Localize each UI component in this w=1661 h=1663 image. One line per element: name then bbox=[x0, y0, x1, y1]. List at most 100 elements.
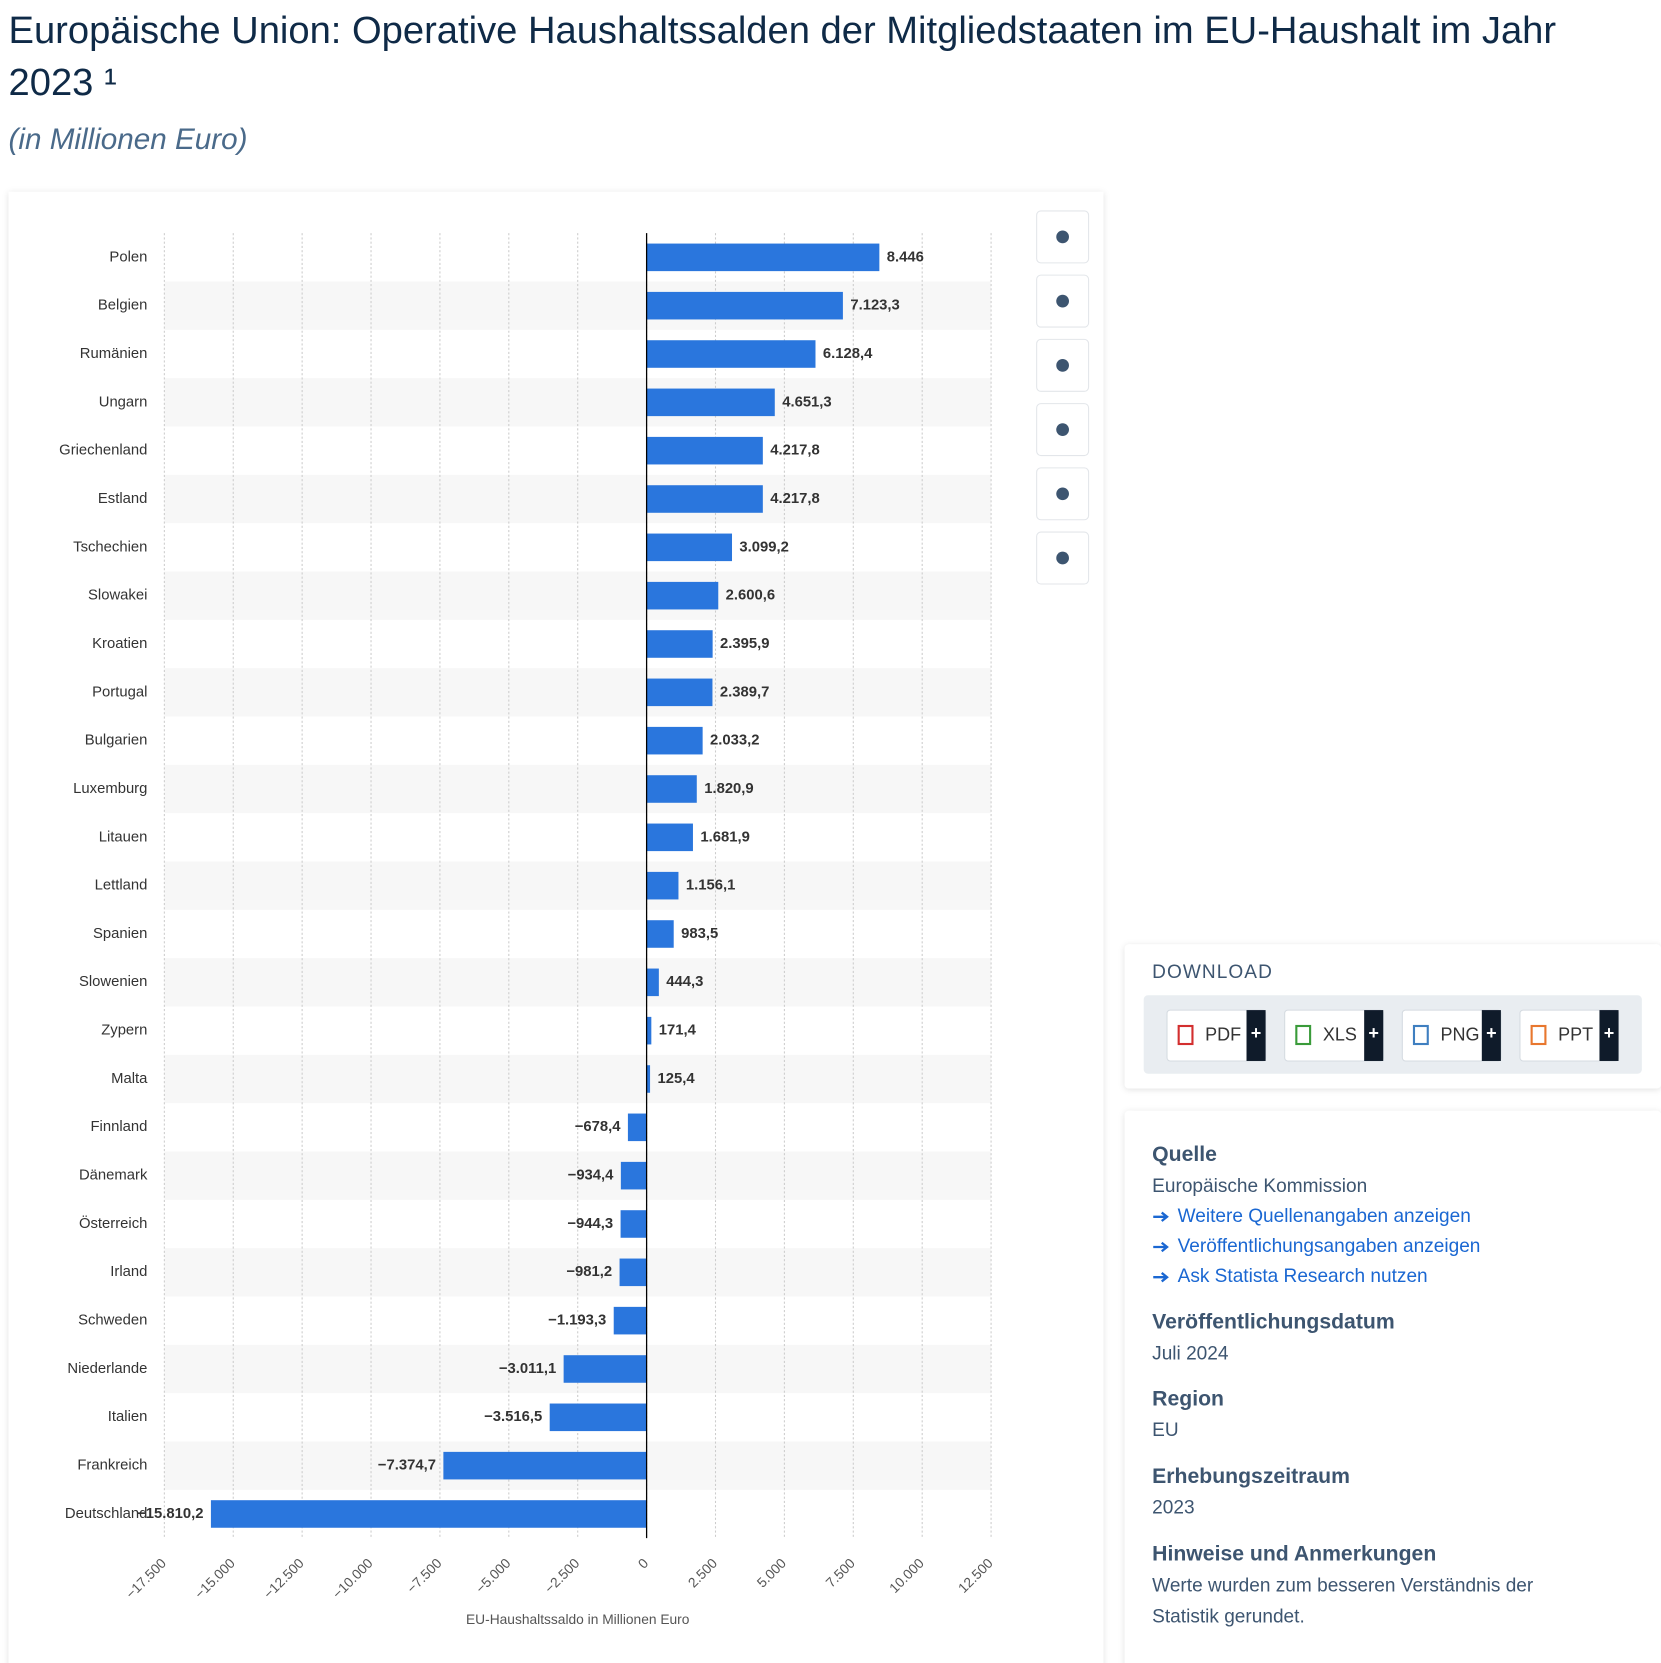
file-icon bbox=[1177, 1024, 1194, 1046]
value-label: 171,4 bbox=[659, 1023, 697, 1039]
value-label: −15.810,2 bbox=[137, 1506, 203, 1522]
info-text: 2023 bbox=[1152, 1497, 1194, 1518]
row-band bbox=[164, 378, 992, 427]
value-label: 2.395,9 bbox=[720, 636, 769, 652]
bar bbox=[646, 630, 713, 658]
download-plus-bg bbox=[1246, 1010, 1266, 1061]
download-label: PDF bbox=[1205, 1024, 1241, 1044]
y-tick-label: Dänemark bbox=[79, 1168, 148, 1184]
bar bbox=[646, 1065, 651, 1093]
bar bbox=[646, 388, 775, 417]
info-text: Statistik gerundet. bbox=[1152, 1606, 1305, 1627]
bar bbox=[646, 340, 816, 368]
value-label: 3.099,2 bbox=[739, 539, 788, 555]
bar bbox=[646, 775, 697, 803]
value-label: 4.217,8 bbox=[770, 443, 819, 459]
y-tick-label: Tschechien bbox=[73, 539, 147, 555]
bar bbox=[646, 678, 713, 707]
subtitle: (in Millionen Euro) bbox=[9, 123, 248, 156]
y-tick-label: Litauen bbox=[99, 829, 148, 845]
y-tick-label: Lettland bbox=[95, 878, 148, 894]
value-label: −3.011,1 bbox=[499, 1361, 556, 1377]
value-label: −1.193,3 bbox=[548, 1313, 606, 1329]
file-icon bbox=[1530, 1024, 1547, 1046]
bar bbox=[646, 920, 674, 948]
value-label: −3.516,5 bbox=[484, 1409, 542, 1425]
value-label: 444,3 bbox=[666, 974, 703, 990]
bar bbox=[210, 1500, 647, 1528]
link-arrow bbox=[1153, 1241, 1169, 1253]
y-tick-label: Slowakei bbox=[88, 588, 147, 604]
y-tick-label: Frankreich bbox=[77, 1458, 147, 1474]
file-icon bbox=[1412, 1024, 1429, 1046]
download-label: PNG bbox=[1440, 1024, 1479, 1044]
value-label: 1.820,9 bbox=[704, 781, 753, 797]
bar bbox=[646, 243, 880, 272]
y-tick-label: Zypern bbox=[101, 1023, 147, 1039]
value-label: 983,5 bbox=[681, 926, 718, 942]
info-text: Werte wurden zum besseren Verständnis de… bbox=[1152, 1576, 1534, 1597]
y-tick-label: Belgien bbox=[98, 298, 147, 314]
value-label: 1.156,1 bbox=[686, 878, 735, 894]
y-tick-label: Italien bbox=[108, 1409, 148, 1425]
row-band bbox=[164, 474, 992, 524]
bar bbox=[620, 1161, 647, 1190]
download-title: DOWNLOAD bbox=[1152, 962, 1273, 983]
bar bbox=[646, 485, 763, 513]
bar bbox=[619, 1258, 647, 1287]
link-arrow bbox=[1153, 1211, 1169, 1222]
y-tick-label: Polen bbox=[109, 249, 147, 265]
info-link[interactable]: Ask Statista Research nutzen bbox=[1178, 1266, 1428, 1287]
y-tick-label: Slowenien bbox=[79, 974, 147, 990]
y-tick-label: Luxemburg bbox=[73, 781, 147, 797]
y-tick-label: Malta bbox=[111, 1071, 148, 1087]
bar bbox=[646, 726, 703, 755]
tool-icon bbox=[1056, 358, 1069, 372]
file-icon bbox=[1295, 1024, 1312, 1046]
download-plus-bg bbox=[1481, 1010, 1501, 1061]
info-heading: Hinweise und Anmerkungen bbox=[1152, 1542, 1436, 1565]
y-tick-label: Estland bbox=[98, 491, 147, 507]
y-tick-label: Deutschland bbox=[65, 1506, 147, 1522]
tool-icon bbox=[1056, 551, 1069, 565]
toolbar bbox=[1036, 210, 1090, 585]
info-text: Juli 2024 bbox=[1152, 1344, 1229, 1365]
download-plus: + bbox=[1486, 1023, 1497, 1043]
row-band bbox=[164, 958, 992, 1007]
bar bbox=[646, 968, 659, 997]
bar bbox=[620, 1210, 647, 1238]
bar bbox=[646, 436, 763, 465]
title: 2023 ¹ bbox=[9, 61, 117, 104]
value-label: 8.446 bbox=[887, 249, 924, 265]
y-tick-label: Schweden bbox=[78, 1313, 147, 1329]
link-arrow bbox=[1153, 1272, 1169, 1283]
y-tick-label: Bulgarien bbox=[85, 733, 148, 749]
tool-icon bbox=[1056, 294, 1069, 308]
bar bbox=[646, 291, 843, 320]
info-link[interactable]: Veröffentlichungsangaben anzeigen bbox=[1178, 1236, 1481, 1257]
info-heading: Veröffentlichungsdatum bbox=[1152, 1310, 1395, 1333]
info-card bbox=[1124, 1110, 1661, 1663]
info-heading: Erhebungszeitraum bbox=[1152, 1465, 1350, 1488]
value-label: 1.681,9 bbox=[700, 829, 749, 845]
row-band bbox=[164, 861, 992, 910]
value-label: 6.128,4 bbox=[823, 346, 873, 362]
value-label: 4.651,3 bbox=[782, 394, 831, 410]
info-link[interactable]: Weitere Quellenangaben anzeigen bbox=[1178, 1206, 1471, 1227]
value-label: −7.374,7 bbox=[378, 1458, 436, 1474]
bar bbox=[613, 1306, 647, 1335]
title: Europäische Union: Operative Haushaltssa… bbox=[9, 9, 1557, 52]
tool-icon bbox=[1056, 487, 1069, 501]
value-label: 2.389,7 bbox=[720, 684, 769, 700]
value-label: −934,4 bbox=[568, 1168, 615, 1184]
bar bbox=[549, 1403, 647, 1432]
download-plus: + bbox=[1604, 1023, 1615, 1043]
info-heading: Region bbox=[1152, 1388, 1224, 1411]
y-tick-label: Finnland bbox=[90, 1119, 147, 1135]
info-heading: Quelle bbox=[1152, 1143, 1217, 1166]
y-tick-label: Spanien bbox=[93, 926, 147, 942]
tool-icon bbox=[1056, 423, 1069, 436]
value-label: 2.600,6 bbox=[726, 588, 775, 604]
value-label: 4.217,8 bbox=[770, 491, 819, 507]
